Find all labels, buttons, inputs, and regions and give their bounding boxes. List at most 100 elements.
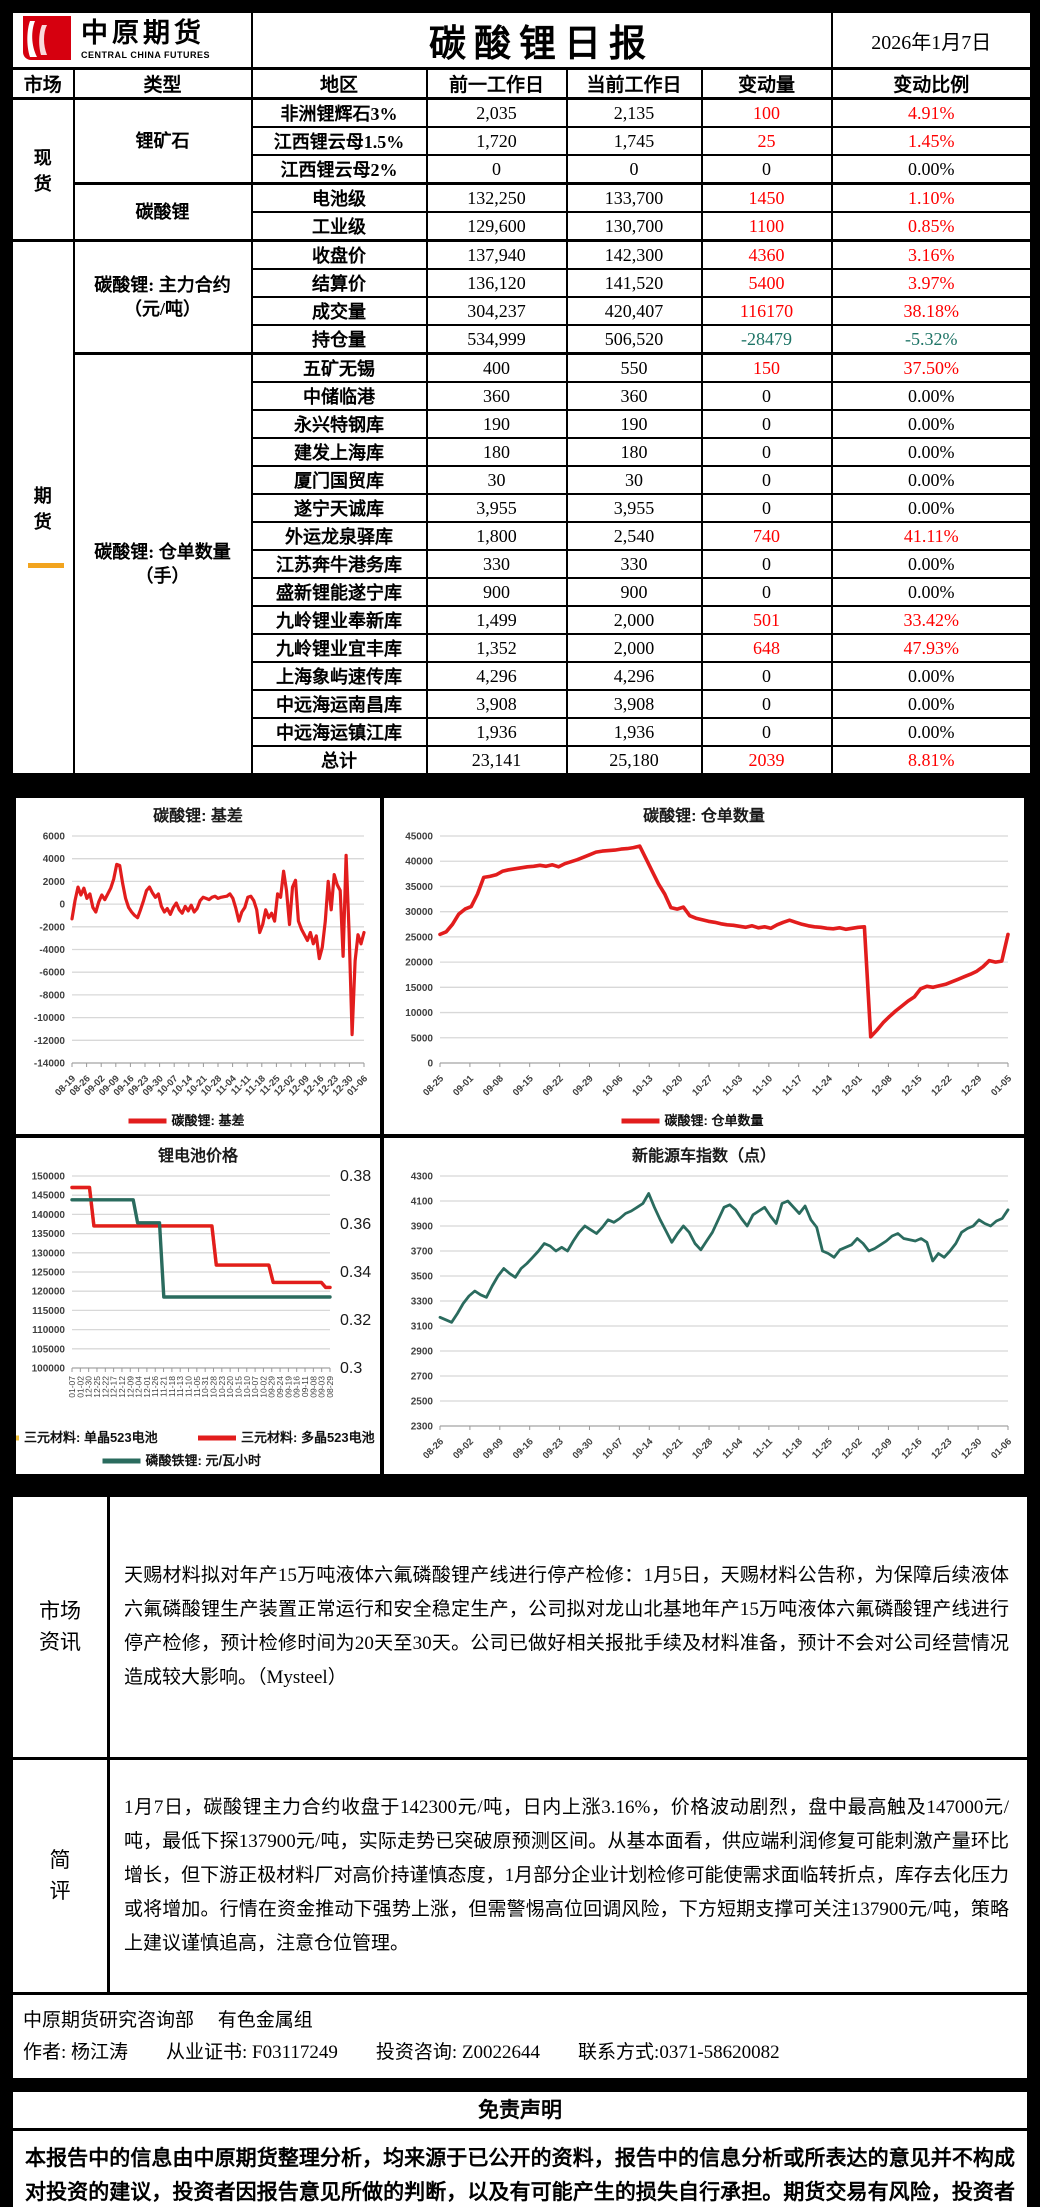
svg-text:12-09: 12-09 — [125, 1376, 135, 1398]
svg-text:35000: 35000 — [405, 882, 433, 893]
svg-text:3300: 3300 — [411, 1297, 434, 1308]
curr-value-cell: 330 — [565, 549, 703, 579]
chart-basis-panel: 碳酸锂: 基差 6000 4000 2000 0 -2000 -4000 -6000 -800… — [14, 796, 382, 1136]
svg-text:110000: 110000 — [32, 1325, 65, 1336]
svg-text:10-07: 10-07 — [250, 1376, 260, 1398]
type-cell: 碳酸锂: 主力合约（元/吨） — [72, 239, 253, 355]
svg-text:01-06: 01-06 — [989, 1436, 1014, 1461]
prev-value-cell: 1,352 — [425, 633, 568, 663]
curr-value-cell: 133,700 — [565, 182, 703, 213]
svg-text:135000: 135000 — [32, 1229, 66, 1240]
change-pct-cell: 0.00% — [830, 661, 1033, 691]
svg-text:2700: 2700 — [411, 1372, 434, 1383]
svg-text:10-20: 10-20 — [660, 1073, 685, 1098]
change-cell: 1450 — [700, 182, 833, 213]
region-cell: 成交量 — [250, 296, 428, 326]
svg-text:碳酸锂: 仓单数量: 碳酸锂: 仓单数量 — [665, 1113, 764, 1128]
prev-value-cell: 3,955 — [425, 493, 568, 523]
brief-comment-text: 1月7日，碳酸锂主力合约收盘于142300元/吨，日内上涨3.16%，价格波动剧… — [124, 1796, 1009, 1955]
chart-warrants-canvas: 45000 40000 35000 30000 25000 20000 15000 10000… — [405, 832, 1014, 1129]
curr-value-cell: 25,180 — [565, 745, 703, 776]
svg-text:0.38: 0.38 — [340, 1168, 371, 1185]
svg-text:12-01: 12-01 — [142, 1376, 152, 1398]
change-pct-cell: 38.18% — [830, 296, 1033, 326]
change-pct-cell: 41.11% — [830, 521, 1033, 551]
change-pct-cell: 1.10% — [830, 182, 1033, 213]
svg-text:11-13: 11-13 — [175, 1376, 185, 1397]
svg-text:12-17: 12-17 — [109, 1376, 119, 1398]
prev-value-cell: 1,720 — [425, 126, 568, 156]
curr-value-cell: 0 — [565, 154, 703, 185]
svg-text:11-05: 11-05 — [192, 1376, 202, 1397]
prev-value-cell: 400 — [425, 352, 568, 383]
svg-text:10-13: 10-13 — [630, 1073, 655, 1098]
svg-text:115000: 115000 — [32, 1306, 65, 1317]
change-pct-cell: 0.00% — [830, 689, 1033, 719]
prev-value-cell: 360 — [425, 381, 568, 411]
svg-text:10-14: 10-14 — [630, 1436, 655, 1461]
svg-text:12-29: 12-29 — [959, 1073, 984, 1098]
disclaimer-title: 免责声明 — [13, 2092, 1027, 2131]
region-cell: 江西锂云母1.5% — [250, 126, 428, 156]
svg-text:11-18: 11-18 — [167, 1376, 177, 1397]
svg-text:2000: 2000 — [43, 877, 66, 888]
curr-value-cell: 130,700 — [565, 211, 703, 242]
svg-text:08-25: 08-25 — [421, 1073, 446, 1098]
svg-text:120000: 120000 — [32, 1287, 66, 1298]
change-cell: 740 — [700, 521, 833, 551]
change-cell: 5400 — [700, 268, 833, 298]
curr-value-cell: 550 — [565, 352, 703, 383]
region-cell: 厦门国贸库 — [250, 465, 428, 495]
col-header-curr: 当前工作日 — [565, 67, 703, 100]
region-cell: 非洲锂辉石3% — [250, 97, 428, 128]
svg-text:12-23: 12-23 — [929, 1436, 954, 1461]
svg-text:12-02: 12-02 — [840, 1436, 865, 1461]
stray-orange-mark — [28, 563, 64, 568]
curr-value-cell: 360 — [565, 381, 703, 411]
prev-value-cell: 1,800 — [425, 521, 568, 551]
svg-text:0.34: 0.34 — [340, 1264, 371, 1281]
svg-text:09-29: 09-29 — [571, 1073, 596, 1098]
region-cell: 九岭锂业奉新库 — [250, 605, 428, 635]
curr-value-cell: 3,908 — [565, 689, 703, 719]
change-pct-cell: 0.00% — [830, 717, 1033, 747]
svg-text:09-29: 09-29 — [267, 1376, 277, 1398]
svg-text:11-10: 11-10 — [184, 1376, 194, 1397]
region-cell: 工业级 — [250, 211, 428, 242]
curr-value-cell: 3,955 — [565, 493, 703, 523]
brief-comment-row: 简 评 1月7日，碳酸锂主力合约收盘于142300元/吨，日内上涨3.16%，价… — [13, 1760, 1027, 1995]
region-cell: 遂宁天诚库 — [250, 493, 428, 523]
change-cell: 0 — [700, 409, 833, 439]
svg-text:11-24: 11-24 — [810, 1073, 835, 1098]
svg-text:09-16: 09-16 — [511, 1436, 536, 1461]
svg-text:09-08: 09-08 — [308, 1376, 318, 1398]
svg-text:3700: 3700 — [411, 1247, 434, 1258]
region-cell: 中远海运镇江库 — [250, 717, 428, 747]
svg-text:三元材料: 多晶523电池: 三元材料: 多晶523电池 — [241, 1430, 375, 1445]
charts-grid: 碳酸锂: 基差 6000 4000 2000 0 -2000 -4000 -6000 -800… — [10, 792, 1030, 1480]
change-pct-cell: 0.00% — [830, 154, 1033, 185]
region-cell: 江苏奔牛港务库 — [250, 549, 428, 579]
svg-text:三元材料: 单晶523电池: 三元材料: 单晶523电池 — [24, 1430, 158, 1445]
svg-text:150000: 150000 — [32, 1172, 66, 1183]
region-cell: 建发上海库 — [250, 437, 428, 467]
curr-value-cell: 190 — [565, 409, 703, 439]
svg-text:10000: 10000 — [405, 1008, 433, 1019]
svg-text:09-24: 09-24 — [275, 1376, 285, 1398]
chart-nev-index-canvas: 4300 4100 3900 3700 3500 3300 3100 2900 2700 2500… — [411, 1172, 1014, 1462]
svg-text:01-07: 01-07 — [67, 1376, 77, 1398]
svg-text:01-02: 01-02 — [75, 1376, 85, 1398]
change-cell: 0 — [700, 437, 833, 467]
market-news-label: 市场 资讯 — [13, 1497, 110, 1757]
curr-value-cell: 180 — [565, 437, 703, 467]
prev-value-cell: 304,237 — [425, 296, 568, 326]
svg-text:09-01: 09-01 — [451, 1073, 476, 1098]
region-cell: 中远海运南昌库 — [250, 689, 428, 719]
svg-text:40000: 40000 — [405, 857, 433, 868]
svg-text:0.36: 0.36 — [340, 1216, 371, 1233]
svg-text:12-16: 12-16 — [899, 1436, 924, 1461]
region-cell: 江西锂云母2% — [250, 154, 428, 185]
svg-text:105000: 105000 — [32, 1344, 66, 1355]
region-cell: 持仓量 — [250, 324, 428, 355]
col-header-change-pct: 变动比例 — [830, 67, 1033, 100]
